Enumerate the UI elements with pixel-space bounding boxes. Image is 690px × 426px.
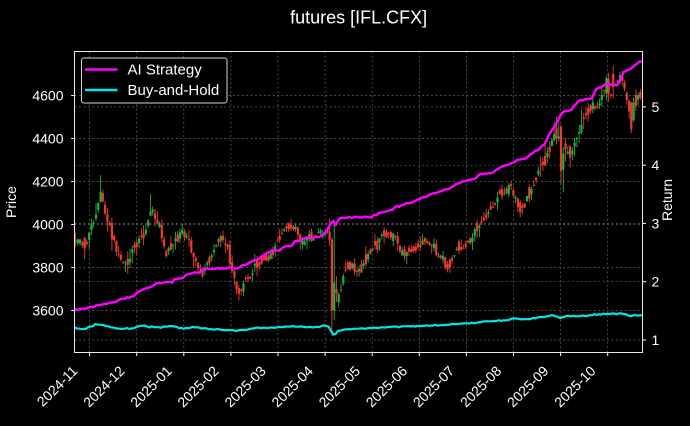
svg-text:futures [IFL.CFX]: futures [IFL.CFX] bbox=[290, 7, 427, 27]
svg-text:4400: 4400 bbox=[32, 131, 63, 147]
svg-text:4: 4 bbox=[652, 157, 660, 173]
svg-text:3800: 3800 bbox=[32, 260, 63, 276]
svg-text:1: 1 bbox=[652, 332, 660, 348]
svg-text:Return: Return bbox=[659, 179, 675, 221]
svg-text:AI Strategy: AI Strategy bbox=[128, 62, 203, 79]
svg-text:4600: 4600 bbox=[32, 88, 63, 104]
svg-text:Price: Price bbox=[3, 186, 19, 218]
svg-text:Buy-and-Hold: Buy-and-Hold bbox=[128, 82, 220, 99]
svg-text:5: 5 bbox=[652, 99, 660, 115]
svg-text:3600: 3600 bbox=[32, 303, 63, 319]
svg-text:4000: 4000 bbox=[32, 217, 63, 233]
svg-text:2: 2 bbox=[652, 274, 660, 290]
svg-text:3: 3 bbox=[652, 215, 660, 231]
svg-text:4200: 4200 bbox=[32, 174, 63, 190]
